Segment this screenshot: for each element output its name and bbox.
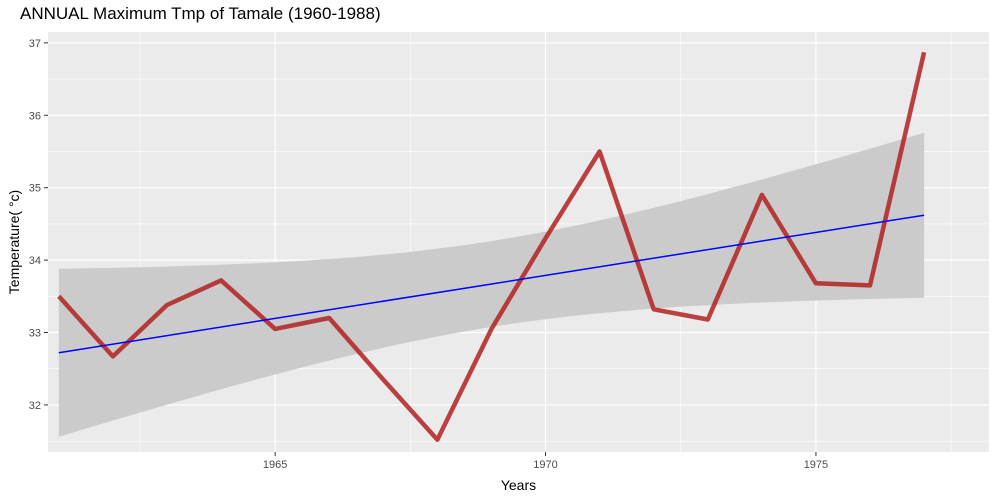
- chart-title: ANNUAL Maximum Tmp of Tamale (1960-1988): [20, 4, 381, 23]
- x-tick-label: 1970: [533, 459, 557, 471]
- y-tick-label: 37: [29, 38, 41, 50]
- y-axis-label: Temperature( °c): [6, 190, 22, 294]
- y-tick-label: 35: [29, 183, 41, 195]
- y-tick-label: 36: [29, 110, 41, 122]
- y-tick-label: 32: [29, 400, 41, 412]
- x-axis-label: Years: [501, 477, 536, 493]
- trend-line: [58, 214, 925, 354]
- y-tick-label: 33: [29, 328, 41, 340]
- axis-ticks: [44, 42, 817, 456]
- x-tick-label: 1965: [263, 459, 287, 471]
- x-tick-label: 1975: [804, 459, 828, 471]
- temperature-line: [57, 51, 927, 442]
- tick-labels: 1965 1970 1975 32 33 34 35 36 37: [29, 38, 828, 471]
- y-tick-label: 34: [29, 255, 41, 267]
